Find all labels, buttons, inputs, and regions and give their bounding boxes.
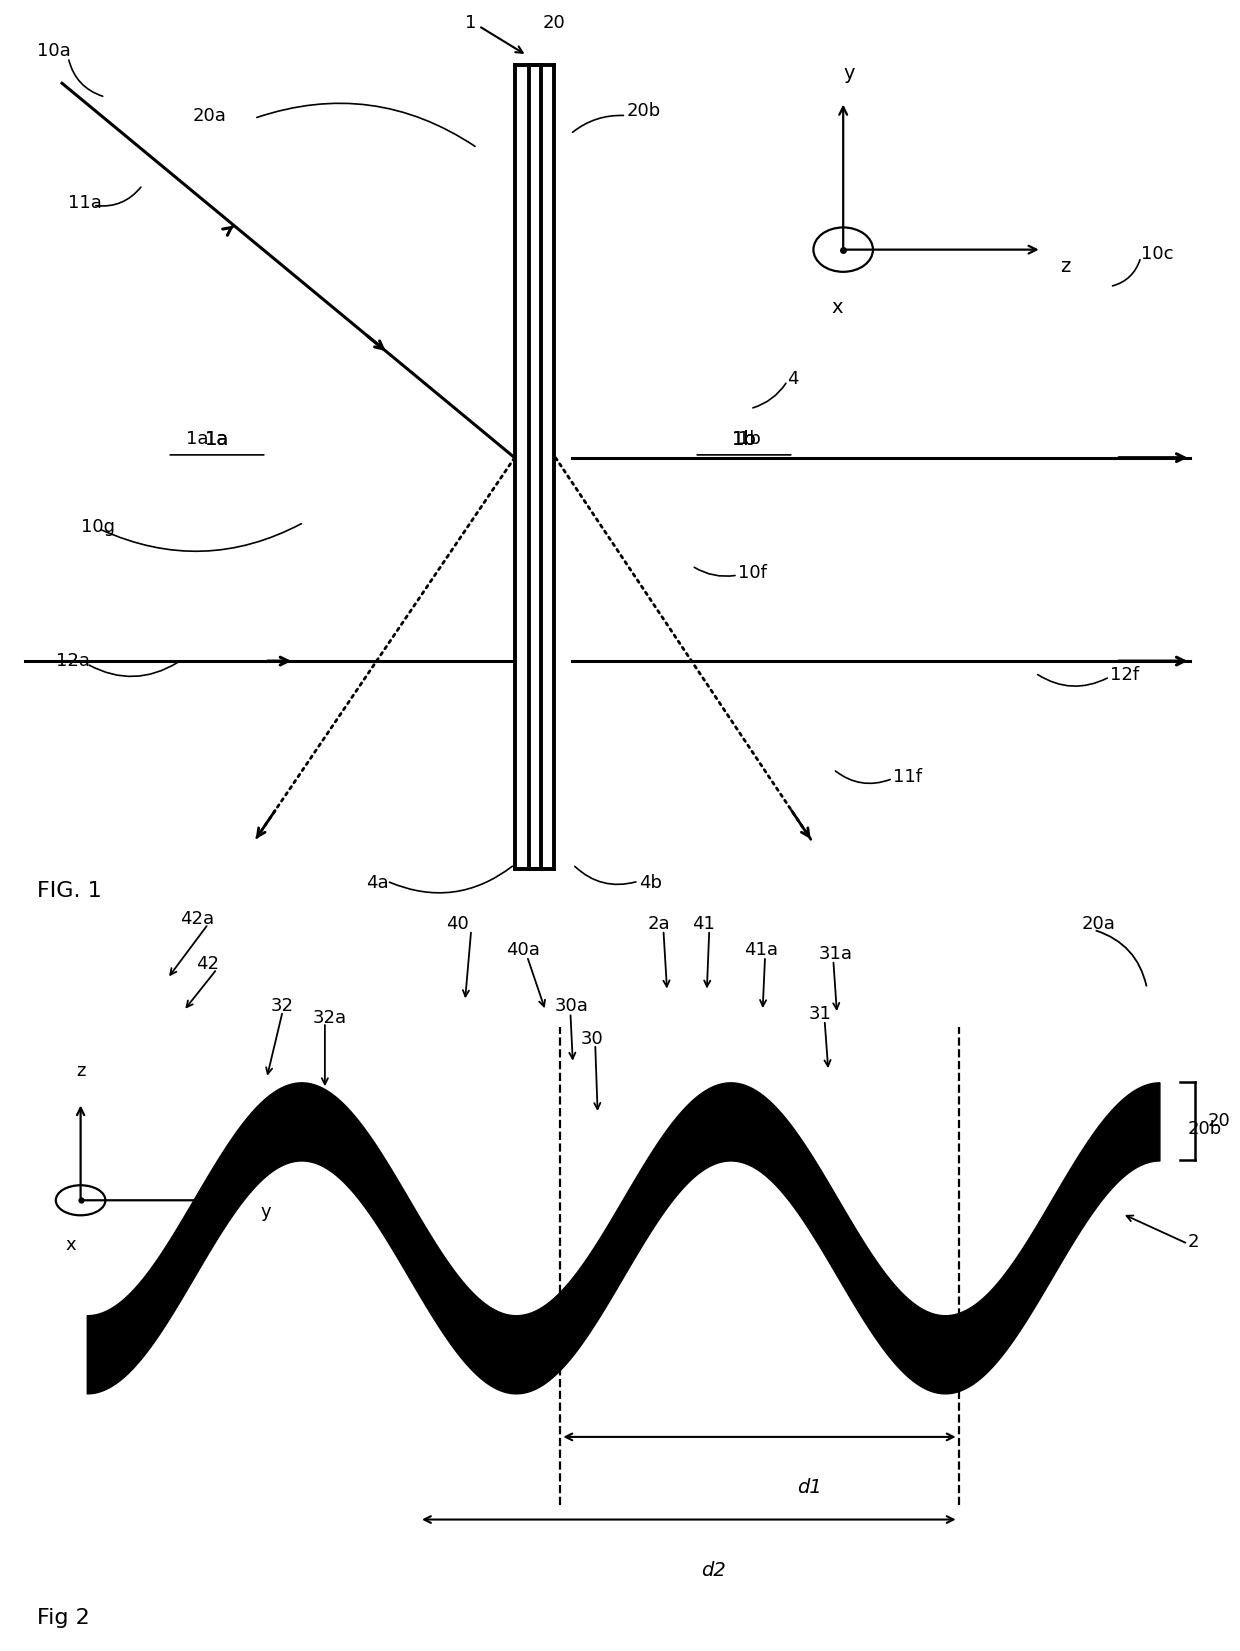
Text: 20: 20	[1208, 1113, 1230, 1131]
Text: 20a: 20a	[192, 107, 226, 124]
Text: x: x	[831, 297, 843, 317]
Text: 1a: 1a	[205, 429, 229, 449]
Text: 1b: 1b	[732, 429, 756, 449]
Text: 12f: 12f	[1110, 665, 1138, 684]
Text: 31: 31	[808, 1005, 831, 1024]
Text: y: y	[260, 1202, 272, 1220]
Text: 41a: 41a	[744, 941, 777, 959]
Text: Fig 2: Fig 2	[37, 1608, 91, 1628]
Text: 30a: 30a	[554, 997, 588, 1015]
Text: 12a: 12a	[56, 652, 89, 670]
Text: 31a: 31a	[818, 944, 852, 963]
Text: 4b: 4b	[639, 873, 662, 892]
Text: 1b: 1b	[738, 431, 760, 447]
Text: 1: 1	[465, 15, 476, 31]
Text: 10g: 10g	[81, 518, 114, 537]
Text: z: z	[76, 1062, 86, 1080]
Text: 1a: 1a	[186, 431, 208, 447]
Text: 4a: 4a	[366, 873, 388, 892]
Text: 20a: 20a	[1081, 915, 1115, 933]
Text: y: y	[843, 64, 856, 83]
Text: d1: d1	[797, 1478, 821, 1497]
Text: 32a: 32a	[312, 1009, 347, 1027]
Text: 40: 40	[446, 915, 469, 933]
Text: 20b: 20b	[626, 102, 661, 121]
Text: FIG. 1: FIG. 1	[37, 882, 102, 901]
Text: 42a: 42a	[180, 910, 215, 928]
Text: 11f: 11f	[893, 768, 921, 786]
Text: 1a: 1a	[205, 429, 229, 449]
Text: 4: 4	[787, 370, 799, 388]
Text: 20b: 20b	[1188, 1119, 1223, 1138]
Text: x: x	[66, 1237, 76, 1255]
Text: 10f: 10f	[738, 565, 766, 583]
Text: 32: 32	[270, 997, 294, 1015]
Text: 1b: 1b	[732, 429, 756, 449]
Text: 10c: 10c	[1141, 246, 1173, 263]
Text: 41: 41	[692, 915, 714, 933]
Text: 30: 30	[580, 1030, 603, 1048]
Text: 2a: 2a	[647, 915, 670, 933]
Text: 10a: 10a	[37, 41, 71, 59]
Text: 42: 42	[196, 954, 219, 972]
Text: 11a: 11a	[68, 195, 102, 213]
Text: 40a: 40a	[506, 941, 539, 959]
Text: 20: 20	[543, 15, 565, 31]
Text: 2: 2	[1188, 1233, 1199, 1250]
Text: d2: d2	[702, 1560, 725, 1580]
Text: z: z	[1060, 258, 1070, 276]
